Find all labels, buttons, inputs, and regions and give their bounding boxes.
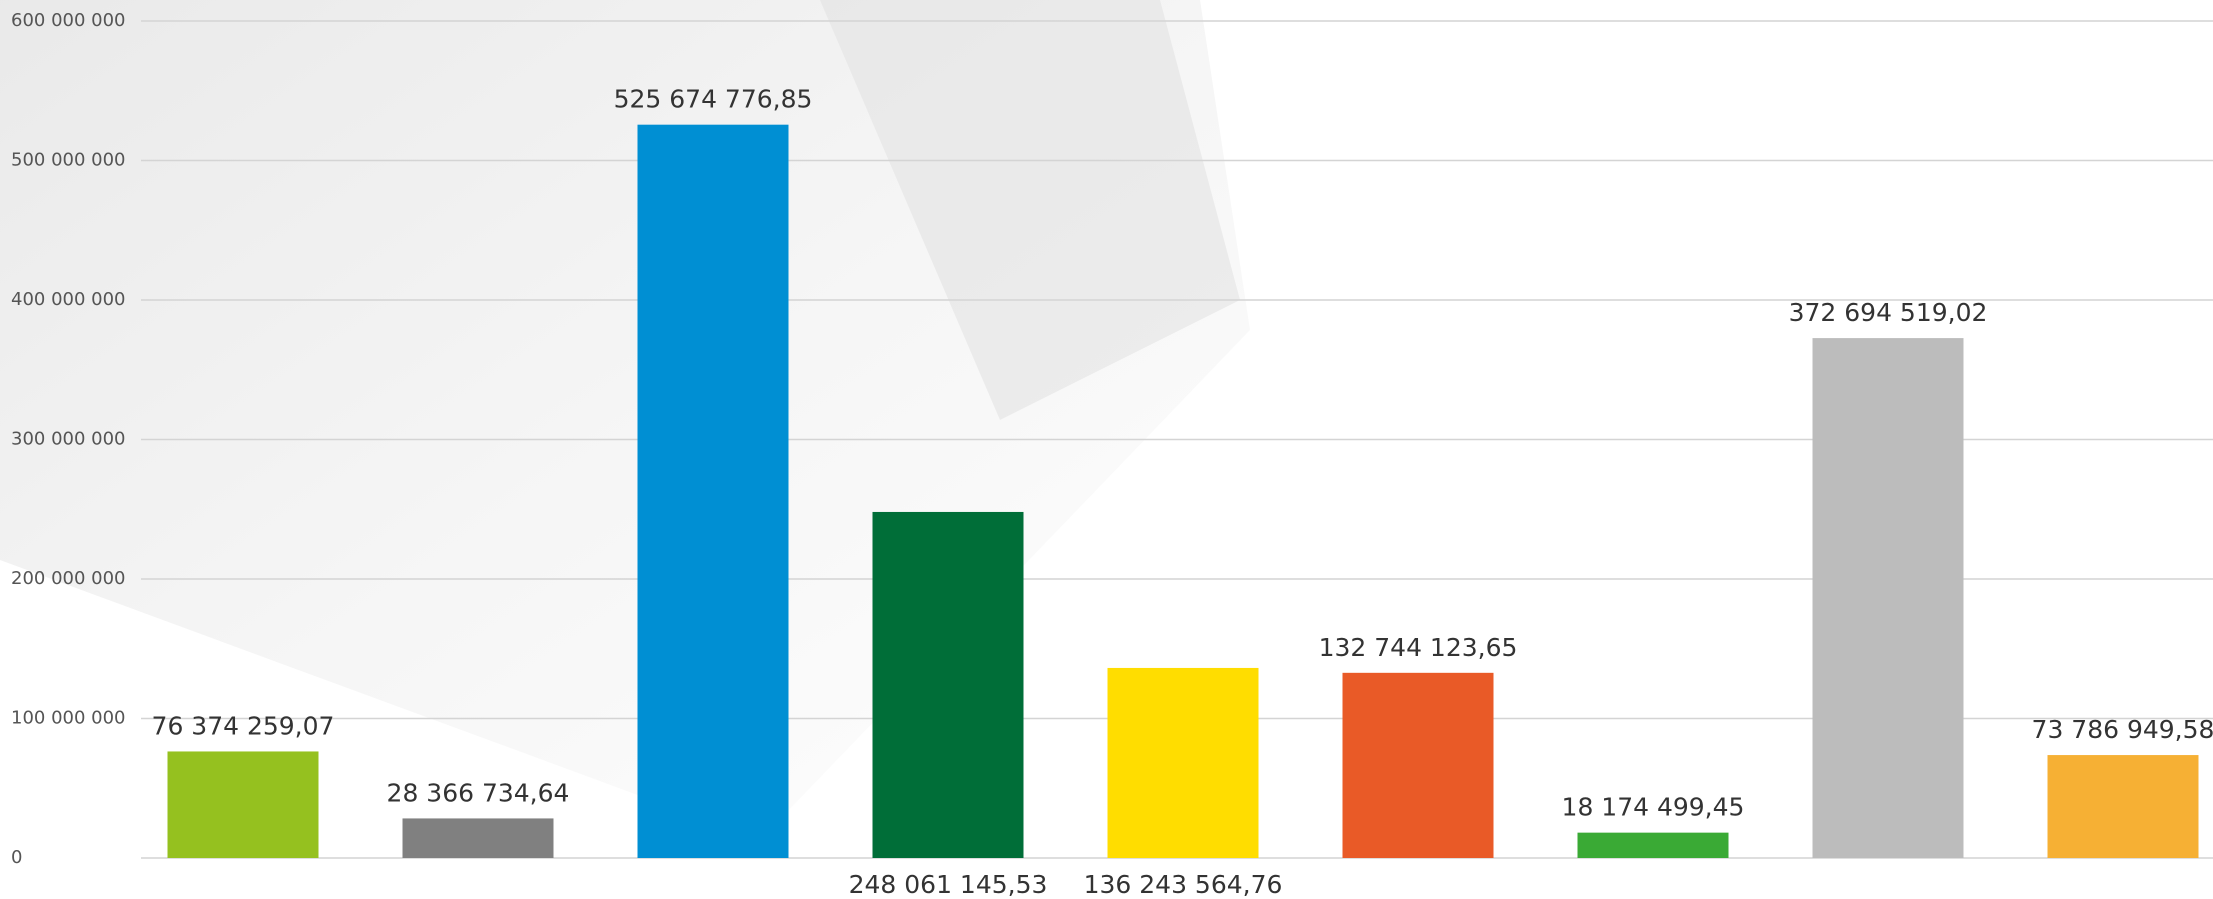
chart: 0 100 000 000 200 000 000 300 000 000 400 00… bbox=[0, 0, 2213, 899]
y-tick-label: 200 000 000 bbox=[11, 568, 126, 589]
value-label: 132 744 123,65 bbox=[1319, 633, 1518, 662]
y-tick-label: 300 000 000 bbox=[11, 429, 126, 450]
value-label: 73 786 949,58 bbox=[2032, 715, 2213, 744]
y-tick-label: 100 000 000 bbox=[11, 708, 126, 729]
y-tick-label: 600 000 000 bbox=[11, 10, 126, 31]
page: 0 100 000 000 200 000 000 300 000 000 400 00… bbox=[0, 0, 2213, 899]
y-tick-label: 400 000 000 bbox=[11, 289, 126, 310]
value-label: 28 366 734,64 bbox=[387, 778, 570, 807]
bar bbox=[1813, 338, 1964, 858]
value-label: 372 694 519,02 bbox=[1789, 298, 1988, 327]
bar bbox=[403, 818, 554, 858]
bar bbox=[873, 512, 1024, 858]
value-label: 136 243 564,76 bbox=[1084, 870, 1283, 899]
y-tick-label: 0 bbox=[11, 847, 22, 868]
bar bbox=[638, 125, 789, 858]
bar bbox=[1578, 833, 1729, 858]
y-tick-label: 500 000 000 bbox=[11, 150, 126, 171]
bar bbox=[1343, 673, 1494, 858]
value-label: 18 174 499,45 bbox=[1562, 793, 1745, 822]
bar bbox=[1108, 668, 1259, 858]
value-label: 248 061 145,53 bbox=[849, 870, 1048, 899]
bar bbox=[168, 751, 319, 858]
value-label: 525 674 776,85 bbox=[614, 85, 813, 114]
bar bbox=[2048, 755, 2199, 858]
value-label: 76 374 259,07 bbox=[152, 711, 335, 740]
